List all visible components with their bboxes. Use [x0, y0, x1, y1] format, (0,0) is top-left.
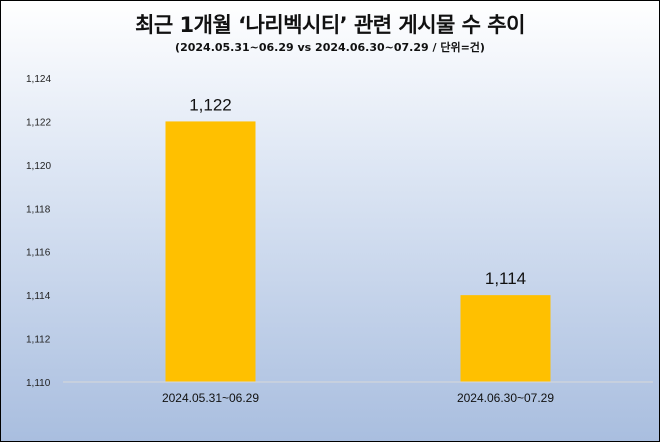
chart-subtitle: (2024.05.31~06.29 vs 2024.06.30~07.29 / …: [175, 41, 485, 54]
chart-title: 최근 1개월 ‘나리벡시티’ 관련 게시물 수 추이: [135, 13, 525, 37]
y-tick-label: 1,116: [26, 248, 51, 259]
y-tick-label: 1,118: [26, 204, 51, 215]
y-tick-label: 1,120: [26, 161, 51, 172]
x-category-label: 2024.06.30~07.29: [457, 391, 554, 405]
bar: [165, 121, 256, 382]
y-tick-label: 1,114: [26, 291, 51, 302]
y-tick-label: 1,110: [26, 378, 51, 389]
x-category-label: 2024.05.31~06.29: [162, 391, 259, 405]
bar: [460, 295, 551, 382]
y-tick-label: 1,124: [26, 74, 51, 85]
y-tick-label: 1,122: [26, 117, 51, 128]
y-tick-label: 1,112: [26, 335, 51, 346]
data-label: 1,114: [485, 269, 526, 288]
data-label: 1,122: [189, 95, 232, 114]
